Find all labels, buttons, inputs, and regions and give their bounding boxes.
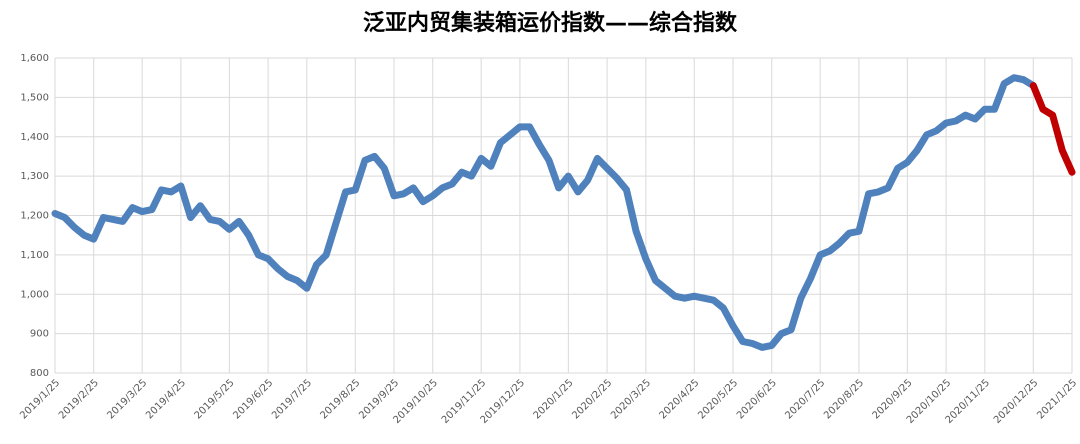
x-tick-label: 2019/5/25: [193, 377, 237, 421]
x-tick-label: 2020/5/25: [696, 377, 740, 421]
y-tick-label: 1,300: [20, 171, 49, 182]
series-line: [1029, 82, 1076, 176]
y-tick-label: 1,500: [20, 92, 49, 103]
x-tick-label: 2019/4/25: [144, 377, 188, 421]
y-tick-label: 1,600: [20, 53, 49, 64]
y-tick-label: 1,000: [20, 289, 49, 300]
x-tick-label: 2019/2/25: [57, 377, 101, 421]
x-tick-label: 2019/7/25: [270, 377, 314, 421]
x-tick-label: 2019/8/25: [318, 377, 362, 421]
x-tick-label: 2020/12/25: [992, 377, 1041, 426]
x-tick-label: 2020/2/25: [570, 377, 614, 421]
y-tick-label: 1,200: [20, 211, 49, 222]
x-tick-label: 2020/1/25: [532, 377, 576, 421]
x-tick-label: 2019/1/25: [18, 377, 62, 421]
x-tick-label: 2020/8/25: [822, 377, 866, 421]
y-tick-label: 800: [30, 368, 49, 379]
x-tick-label: 2020/4/25: [657, 377, 701, 421]
y-tick-label: 900: [30, 329, 49, 340]
y-tick-label: 1,400: [20, 132, 49, 143]
chart-title: 泛亚内贸集装箱运价指数——综合指数: [363, 10, 738, 36]
x-tick-label: 2020/6/25: [735, 377, 779, 421]
x-tick-label: 2020/3/25: [609, 377, 653, 421]
x-tick-label: 2021/1/25: [1035, 377, 1079, 421]
y-tick-label: 1,100: [20, 250, 49, 261]
x-tick-label: 2019/3/25: [105, 377, 149, 421]
series-line: [51, 74, 1037, 351]
x-tick-label: 2019/6/25: [231, 377, 275, 421]
x-tick-label: 2020/7/25: [783, 377, 827, 421]
